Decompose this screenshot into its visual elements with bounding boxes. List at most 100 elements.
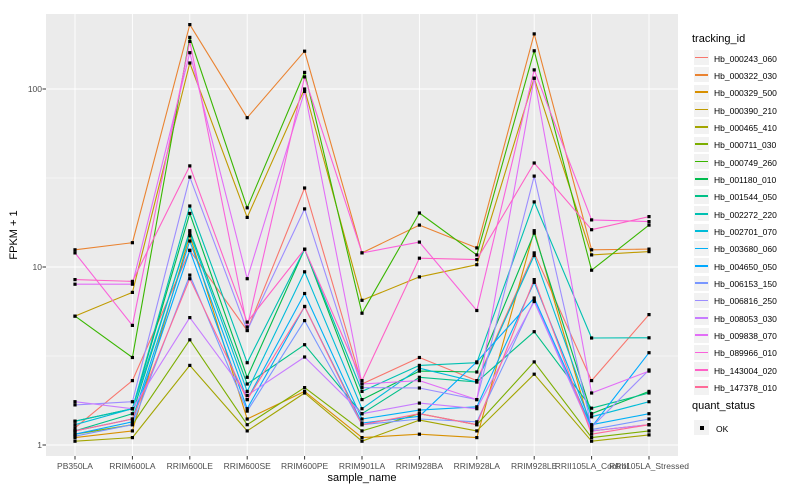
legend-key-Hb_000749_260 <box>694 154 709 170</box>
data-point <box>417 386 421 390</box>
legend-line-icon <box>695 178 708 180</box>
x-tick-label-RRII105LA_Control: RRII105LA_Control <box>554 461 629 471</box>
data-point <box>130 241 134 245</box>
legend-line-icon <box>695 195 708 198</box>
data-point <box>417 366 421 370</box>
data-point <box>130 417 134 421</box>
x-tick-label-PB350LA: PB350LA <box>57 461 93 471</box>
data-point <box>590 423 594 427</box>
legend-label-Hb_002701_070: Hb_002701_070 <box>714 227 777 237</box>
legend-key-Hb_089966_010 <box>694 344 709 360</box>
data-point <box>475 420 479 424</box>
data-point <box>532 253 536 258</box>
legend-label-Hb_000749_260: Hb_000749_260 <box>714 157 777 168</box>
legend-line-icon <box>695 56 708 59</box>
legend-line-icon <box>695 108 708 111</box>
data-point <box>245 116 249 120</box>
data-point <box>417 401 421 405</box>
data-point <box>303 270 307 274</box>
data-point <box>303 291 307 296</box>
legend-key-Hb_000243_060 <box>694 50 709 65</box>
y-tick-label-1: 1 <box>37 440 42 450</box>
data-point <box>73 423 77 427</box>
data-point <box>303 89 307 93</box>
legend-label-Hb_143004_020: Hb_143004_020 <box>714 365 777 376</box>
legend-line-icon <box>695 126 708 128</box>
data-point <box>245 206 249 210</box>
data-point <box>188 363 192 367</box>
data-point <box>360 311 364 315</box>
data-point <box>245 325 249 329</box>
legend-key-Hb_147378_010 <box>694 379 709 395</box>
data-point <box>245 398 249 402</box>
legend-line-icon <box>695 351 708 354</box>
data-point <box>590 425 594 429</box>
data-point <box>303 319 307 323</box>
data-point <box>417 375 421 379</box>
data-point <box>360 407 364 411</box>
data-point <box>475 246 479 250</box>
data-point <box>73 439 77 443</box>
data-point <box>130 379 134 383</box>
data-point <box>360 429 364 433</box>
legend-label-Hb_001180_010: Hb_001180_010 <box>714 174 777 185</box>
data-point <box>188 231 192 235</box>
data-point <box>532 231 536 235</box>
data-point <box>360 439 364 443</box>
legend-label-Hb_006816_250: Hb_006816_250 <box>714 296 777 307</box>
data-point <box>245 361 249 365</box>
data-point <box>417 355 421 360</box>
data-point <box>188 61 192 65</box>
data-point <box>73 282 77 286</box>
legend-key-Hb_143004_020 <box>694 362 709 378</box>
data-point <box>475 308 479 313</box>
x-tick-label-RRIM600LE: RRIM600LE <box>166 461 213 471</box>
legend-line-icon <box>695 247 708 250</box>
legend-label-Hb_089966_010: Hb_089966_010 <box>714 348 777 359</box>
legend-quant-ok-label: OK <box>716 424 729 434</box>
data-point <box>590 218 594 222</box>
x-axis-title: sample_name <box>327 472 397 484</box>
legend-label-Hb_009838_070: Hb_009838_070 <box>714 331 777 342</box>
legend-key-Hb_006816_250 <box>694 292 709 308</box>
y-tick-label-10: 10 <box>32 262 42 272</box>
data-point <box>417 256 421 260</box>
data-point <box>532 174 536 178</box>
legend-line-icon <box>695 212 708 215</box>
legend-key-Hb_000322_030 <box>694 67 709 83</box>
data-point <box>417 211 421 215</box>
data-point <box>590 248 594 252</box>
legend-line-icon <box>695 91 708 94</box>
y-axis-title: FPKM + 1 <box>8 210 20 260</box>
legend-label-Hb_000329_500: Hb_000329_500 <box>714 88 777 99</box>
data-point <box>130 279 134 283</box>
legend-label-Hb_004650_050: Hb_004650_050 <box>714 261 777 272</box>
data-point <box>590 268 594 272</box>
x-tick-label-RRIM901LA: RRIM901LA <box>338 461 386 471</box>
data-point <box>417 369 421 373</box>
data-point <box>590 429 594 433</box>
data-point <box>188 175 192 179</box>
data-point <box>475 405 479 409</box>
data-point <box>417 417 421 421</box>
data-point <box>130 420 134 424</box>
legend-key-Hb_006153_150 <box>694 275 709 291</box>
legend-key-Hb_000329_500 <box>694 84 709 100</box>
data-point <box>475 429 479 433</box>
data-point <box>532 76 536 80</box>
data-point <box>532 229 536 233</box>
data-point <box>417 275 421 279</box>
data-point <box>303 355 307 359</box>
data-point <box>475 253 479 257</box>
data-point <box>647 351 651 355</box>
data-point <box>647 391 651 395</box>
data-point <box>73 251 77 255</box>
data-point <box>647 247 651 251</box>
data-point <box>303 70 307 74</box>
legend-line-icon <box>695 143 708 146</box>
data-point <box>303 207 307 211</box>
data-point <box>303 386 307 390</box>
legend-tracking-title: tracking_id <box>692 33 746 45</box>
legend-key-Hb_003680_060 <box>694 240 709 256</box>
